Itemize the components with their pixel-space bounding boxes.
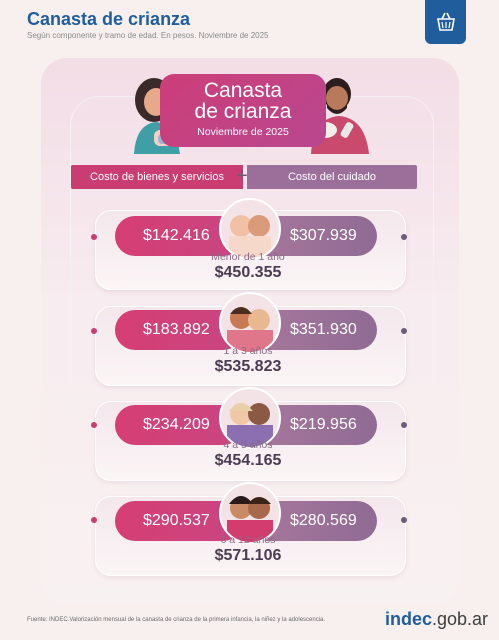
connector-dot-right <box>401 517 407 523</box>
total-cost: $571.106 <box>214 547 282 564</box>
page-title: Canasta de crianza <box>27 9 191 29</box>
hero-title-line-1: Canasta <box>203 79 283 102</box>
band-care-label: Costo del cuidado <box>247 165 417 189</box>
page-subtitle: Según componente y tramo de edad. En pes… <box>27 31 269 40</box>
age-label: 4 a 5 años <box>223 439 273 451</box>
connector-dot-right <box>401 328 407 334</box>
connector-dot-left <box>91 517 97 523</box>
hero-title-line-2: de crianza <box>194 100 292 123</box>
plus-operator: + <box>236 165 248 187</box>
connector-dot-left <box>91 422 97 428</box>
footer-logo-suffix: .gob.ar <box>432 609 489 629</box>
toddler-avatar <box>219 292 281 354</box>
age-label: 6 a 12 años <box>220 534 276 546</box>
indec-logo-badge[interactable] <box>425 0 466 44</box>
band-goods-label: Costo de bienes y servicios <box>71 165 243 189</box>
connector-dot-left <box>91 234 97 240</box>
hero-date: Noviembre de 2025 <box>197 126 289 138</box>
total-cost: $450.355 <box>214 264 282 281</box>
connector-dot-right <box>401 422 407 428</box>
age-label: Menor de 1 año <box>211 251 285 263</box>
basket-icon <box>436 12 455 31</box>
footer-logo-main: indec <box>385 609 433 629</box>
source-note: Fuente: INDEC.Valorización mensual de la… <box>27 617 326 623</box>
infant-avatar <box>219 198 281 260</box>
total-cost: $454.165 <box>214 452 282 469</box>
total-cost: $535.823 <box>214 358 282 375</box>
connector-dot-left <box>91 328 97 334</box>
hero-title-card: Canasta de crianza Noviembre de 2025 <box>160 74 326 147</box>
indec-footer-logo[interactable]: indec.gob.ar <box>385 609 488 630</box>
connector-dot-right <box>401 234 407 240</box>
age-label: 1 a 3 años <box>223 345 273 357</box>
school-age-avatar <box>219 482 281 544</box>
preschool-avatar <box>219 387 281 449</box>
